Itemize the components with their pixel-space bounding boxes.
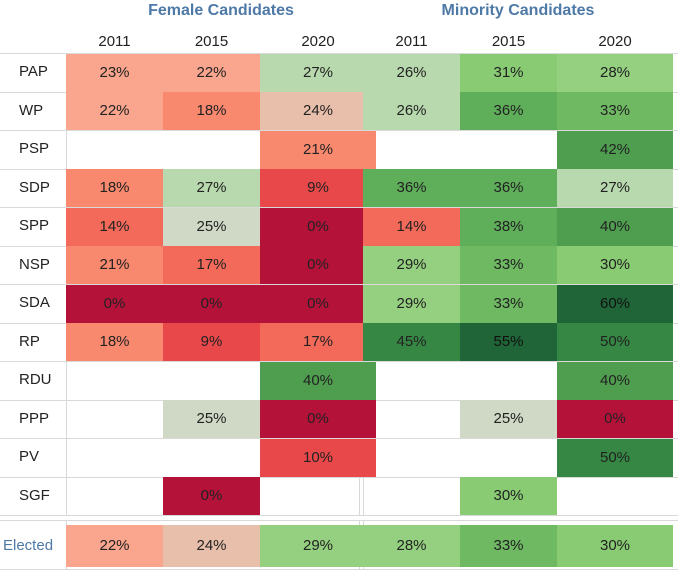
row-label-rp: RP bbox=[19, 332, 40, 350]
heatmap-cell: 28% bbox=[557, 53, 673, 92]
elected-cell: 29% bbox=[260, 525, 376, 567]
elected-cell: 30% bbox=[557, 525, 673, 567]
heatmap-cell: 36% bbox=[460, 92, 557, 130]
heatmap-cell: 33% bbox=[460, 246, 557, 284]
heatmap-cell: 26% bbox=[363, 92, 460, 130]
heatmap-cell: 0% bbox=[557, 400, 673, 438]
row-label-pap: PAP bbox=[19, 63, 48, 80]
heatmap-cell: 55% bbox=[460, 323, 557, 361]
heatmap-cell: 27% bbox=[163, 169, 260, 207]
heatmap-cell: 30% bbox=[460, 477, 557, 515]
heatmap-cell: 36% bbox=[460, 169, 557, 207]
column-header: 2011 bbox=[395, 33, 428, 50]
heatmap-cell: 50% bbox=[557, 438, 673, 477]
heatmap-cell: 18% bbox=[163, 92, 260, 130]
heatmap-cell: 9% bbox=[260, 169, 376, 207]
row-label-pv: PV bbox=[19, 448, 40, 465]
heatmap-cell: 25% bbox=[163, 400, 260, 438]
heatmap-cell: 0% bbox=[260, 400, 376, 438]
heatmap-cell: 50% bbox=[557, 323, 673, 361]
gridline bbox=[0, 520, 678, 521]
heatmap-cell: 17% bbox=[163, 246, 260, 284]
heatmap-cell: 36% bbox=[363, 169, 460, 207]
heatmap-cell: 42% bbox=[557, 130, 673, 169]
elected-cell: 22% bbox=[66, 525, 163, 567]
elected-cell: 24% bbox=[163, 525, 260, 567]
elected-cell: 33% bbox=[460, 525, 557, 567]
heatmap-cell: 9% bbox=[163, 323, 260, 361]
row-label-sda: SDA bbox=[19, 294, 50, 311]
heatmap-cell: 40% bbox=[260, 361, 376, 400]
heatmap-cell: 26% bbox=[363, 53, 460, 92]
heatmap-cell: 0% bbox=[163, 284, 260, 323]
panel-divider bbox=[66, 53, 67, 515]
row-label-nsp: NSP bbox=[19, 255, 50, 273]
heatmap-cell: 21% bbox=[260, 130, 376, 169]
column-header: 2020 bbox=[598, 33, 632, 50]
panel-title: Minority Candidates bbox=[441, 2, 595, 19]
heatmap-cell: 31% bbox=[460, 53, 557, 92]
heatmap-cell: 25% bbox=[460, 400, 557, 438]
gridline bbox=[0, 477, 678, 478]
panel-title: Female Candidates bbox=[148, 2, 294, 19]
heatmap-cell: 14% bbox=[363, 207, 460, 246]
column-header: 2020 bbox=[301, 33, 335, 50]
row-label-sgf: SGF bbox=[19, 486, 50, 504]
panel-divider bbox=[363, 53, 364, 515]
row-label-elected: Elected bbox=[3, 537, 54, 554]
heatmap-cell: 17% bbox=[260, 323, 376, 361]
heatmap-cell: 27% bbox=[260, 53, 376, 92]
heatmap-cell: 18% bbox=[66, 323, 163, 361]
heatmap-cell: 38% bbox=[460, 207, 557, 246]
column-header: 2015 bbox=[491, 33, 526, 50]
heatmap-cell: 22% bbox=[163, 53, 260, 92]
heatmap-cell: 0% bbox=[260, 246, 376, 284]
heatmap-cell: 23% bbox=[66, 53, 163, 92]
row-label-rdu: RDU bbox=[19, 371, 52, 388]
heatmap-cell: 18% bbox=[66, 169, 163, 207]
row-label-ppp: PPP bbox=[19, 409, 50, 427]
heatmap-cell: 30% bbox=[557, 246, 673, 284]
heatmap-cell: 0% bbox=[163, 477, 260, 515]
row-label-sdp: SDP bbox=[19, 178, 50, 196]
heatmap-cell: 33% bbox=[557, 92, 673, 130]
heatmap-cell: 25% bbox=[163, 207, 260, 246]
column-header: 2015 bbox=[194, 33, 229, 50]
heatmap-cell: 0% bbox=[66, 284, 163, 323]
elected-cell: 28% bbox=[363, 525, 460, 567]
row-label-psp: PSP bbox=[19, 140, 50, 157]
heatmap-cell: 22% bbox=[66, 92, 163, 130]
heatmap-cell: 45% bbox=[363, 323, 460, 361]
heatmap-cell: 33% bbox=[460, 284, 557, 323]
gridline bbox=[0, 569, 678, 570]
heatmap-cell: 10% bbox=[260, 438, 376, 477]
heatmap-cell: 27% bbox=[557, 169, 673, 207]
heatmap-cell: 14% bbox=[66, 207, 163, 246]
heatmap-cell: 40% bbox=[557, 361, 673, 400]
heatmap-cell: 29% bbox=[363, 284, 460, 323]
panel-divider bbox=[359, 53, 360, 515]
heatmap-cell: 24% bbox=[260, 92, 376, 130]
column-header: 2011 bbox=[98, 33, 131, 50]
gridline bbox=[0, 515, 678, 516]
heatmap-cell: 40% bbox=[557, 207, 673, 246]
heatmap-cell: 60% bbox=[557, 284, 673, 323]
heatmap-cell: 29% bbox=[363, 246, 460, 284]
heatmap-cell: 0% bbox=[260, 284, 376, 323]
row-label-wp: WP bbox=[19, 101, 44, 119]
heatmap-cell: 0% bbox=[260, 207, 376, 246]
row-label-spp: SPP bbox=[19, 217, 50, 234]
heatmap-cell: 21% bbox=[66, 246, 163, 284]
